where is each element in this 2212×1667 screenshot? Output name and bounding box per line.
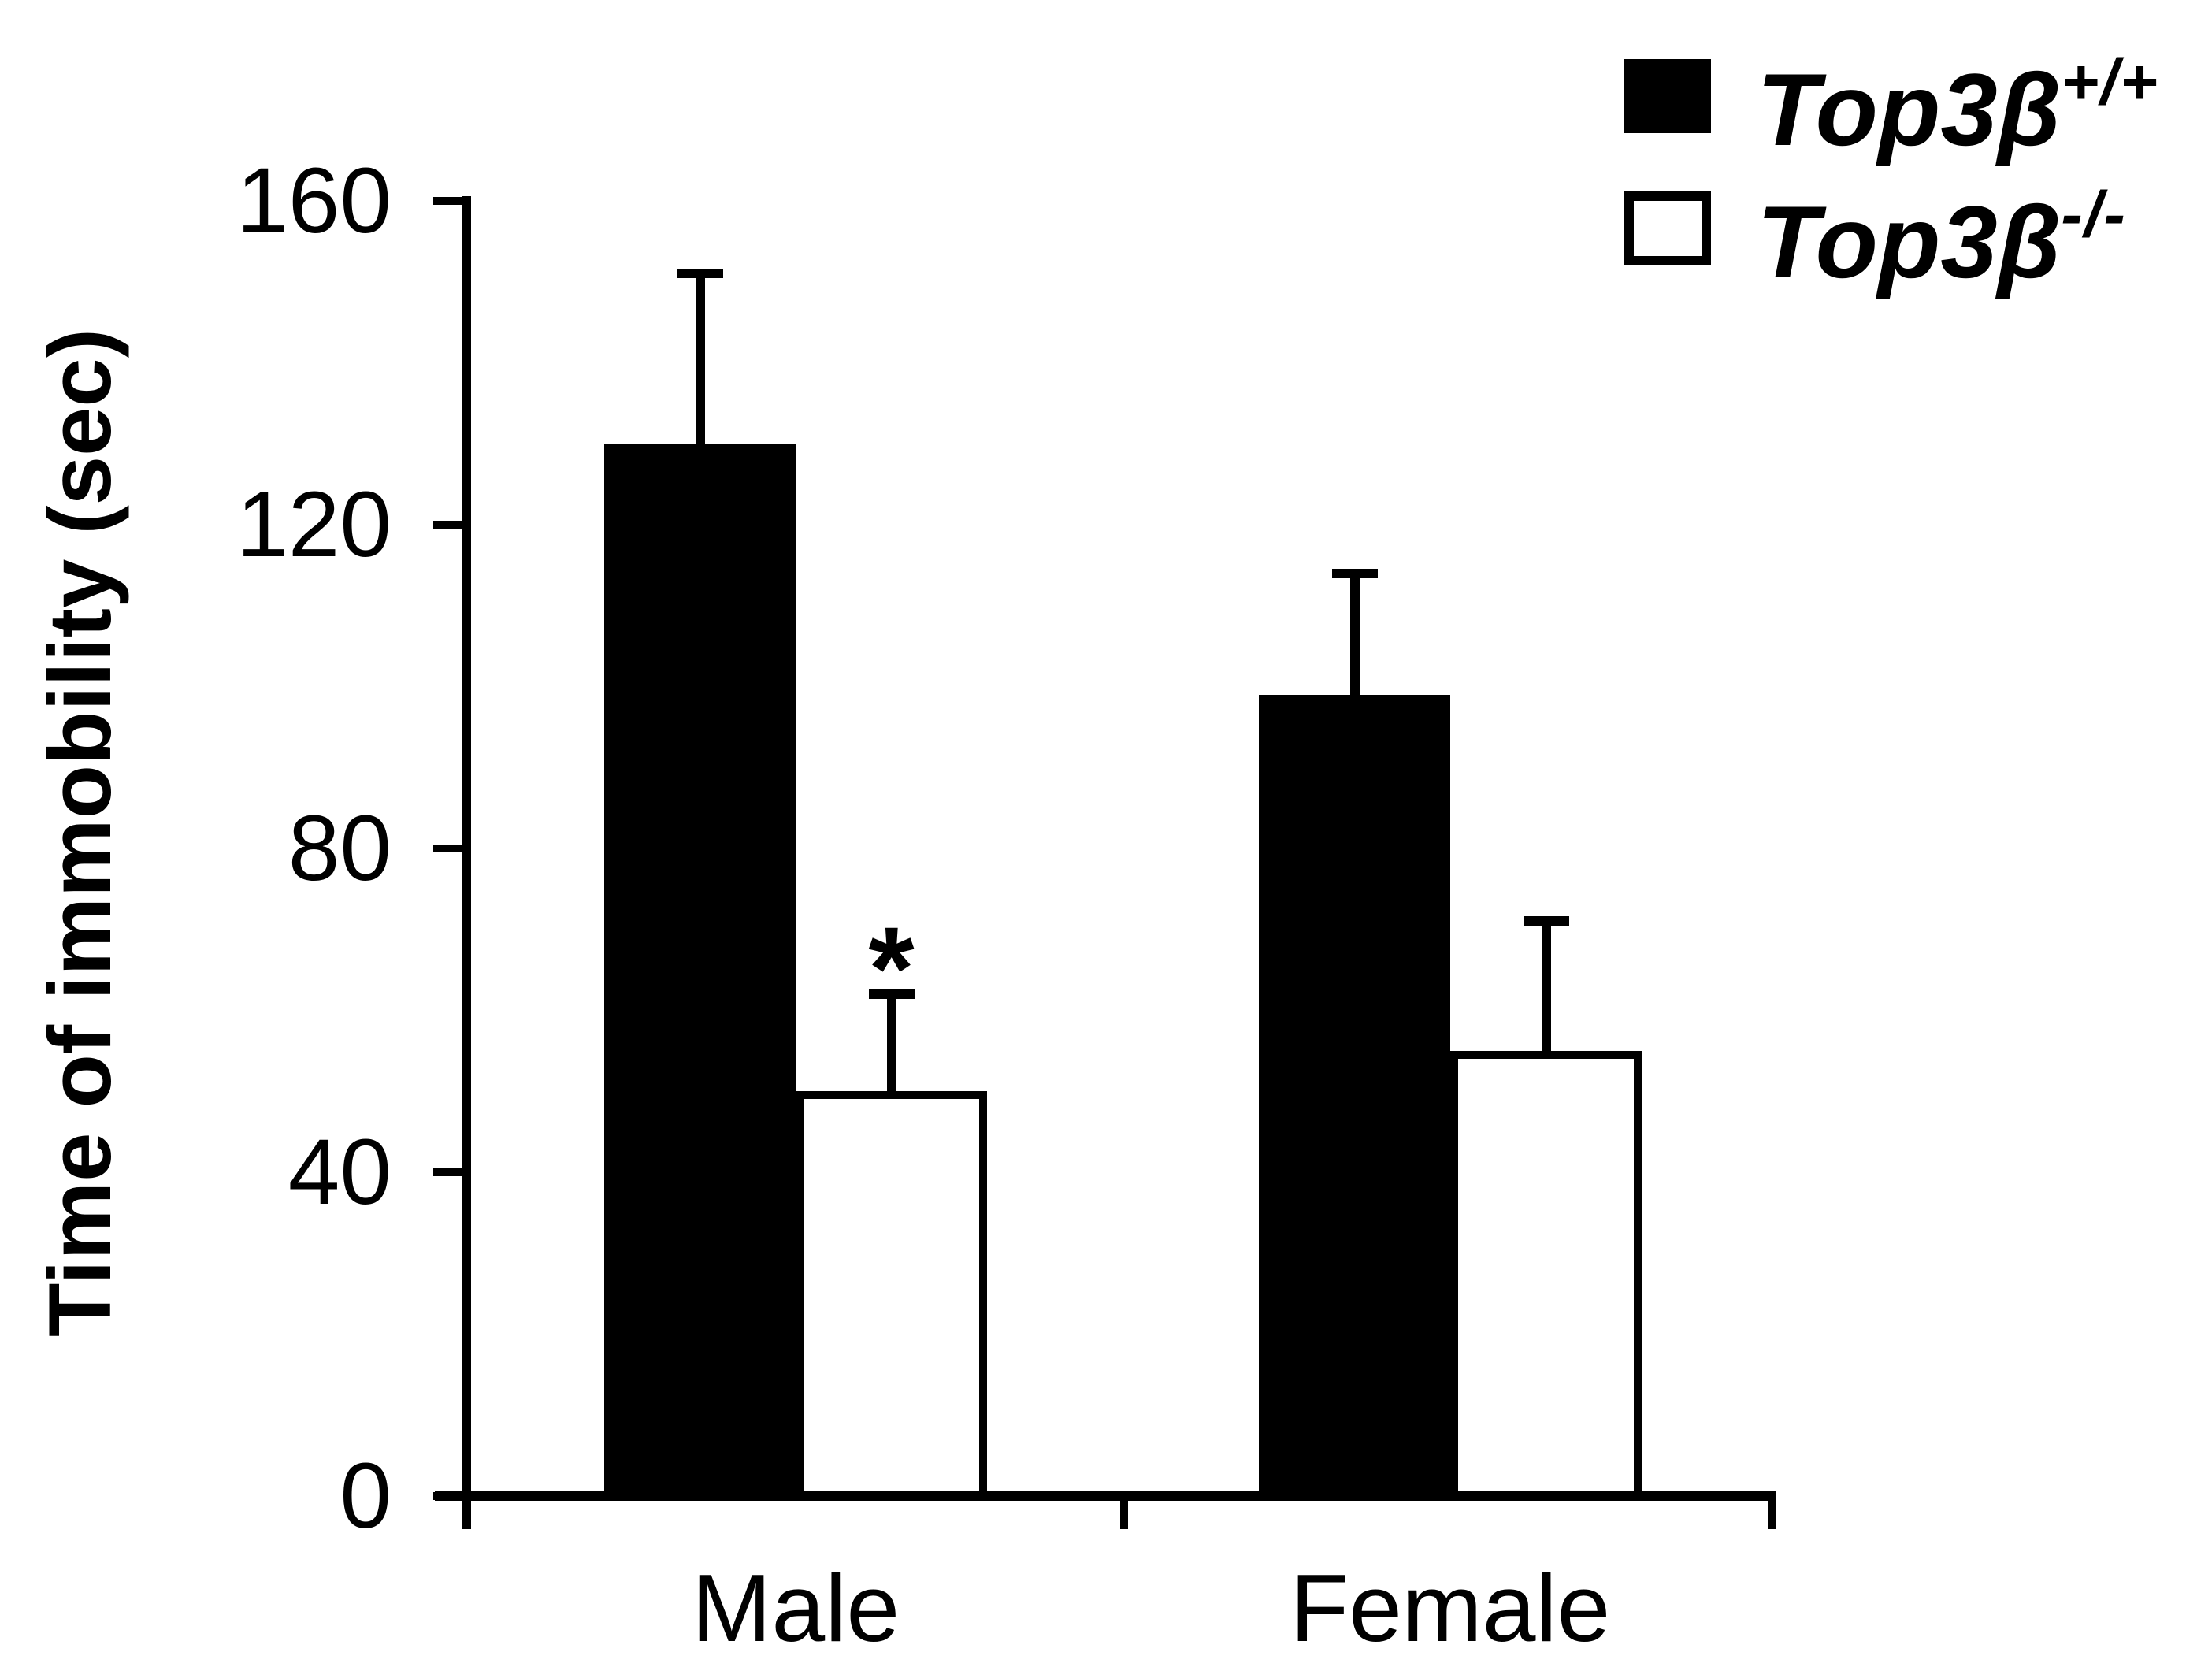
y-tick-label: 40 (288, 1120, 392, 1224)
x-category-label-female: Female (1290, 1554, 1611, 1661)
error-bar-line (1349, 573, 1360, 706)
error-bar-line (695, 273, 705, 455)
x-category-label-male: Male (691, 1554, 900, 1661)
error-bar-cap (1523, 916, 1569, 926)
bar-female-series0 (1259, 694, 1450, 1501)
bar-male-series1 (796, 1091, 987, 1501)
legend-item-knockout: Top3β-/- (1624, 164, 2127, 293)
x-tick (1120, 1499, 1128, 1529)
x-tick (1768, 1499, 1776, 1529)
legend-label-superscript: +/+ (2061, 46, 2159, 118)
legend-label-base: Top3β (1757, 184, 2062, 299)
legend-item-wildtype: Top3β+/+ (1624, 32, 2159, 161)
legend-open-square-swatch (1624, 191, 1711, 265)
y-tick (433, 197, 471, 205)
legend: Top3β+/+ Top3β-/- (0, 0, 2212, 331)
y-tick (433, 845, 471, 852)
y-tick (433, 521, 471, 529)
legend-label-base: Top3β (1757, 52, 2062, 167)
y-tick (433, 1492, 471, 1500)
error-bar-cap (868, 989, 915, 999)
y-tick-label: 120 (236, 473, 392, 577)
y-axis-line (462, 196, 471, 1529)
legend-label-knockout: Top3β-/- (1757, 164, 2127, 293)
error-bar-cap (1331, 568, 1378, 578)
significance-asterisk: * (868, 901, 915, 1034)
error-bar-line (886, 993, 896, 1103)
y-tick-label: 80 (288, 796, 392, 900)
error-bar-cap (677, 269, 723, 279)
x-axis-line (435, 1491, 1776, 1501)
error-bar-line (1541, 921, 1551, 1062)
y-tick-label: 0 (340, 1444, 392, 1548)
legend-label-wildtype: Top3β+/+ (1757, 32, 2159, 161)
bar-male-series0 (604, 444, 796, 1501)
legend-filled-square-swatch (1624, 59, 1711, 133)
y-tick-label: 160 (236, 149, 392, 253)
bar-female-series1 (1450, 1050, 1642, 1501)
y-tick (433, 1168, 471, 1176)
legend-label-superscript: -/- (2061, 179, 2127, 251)
